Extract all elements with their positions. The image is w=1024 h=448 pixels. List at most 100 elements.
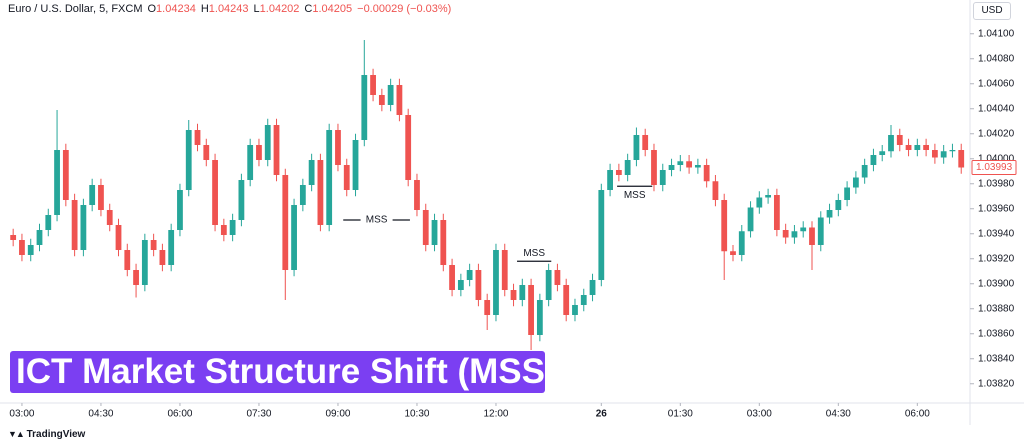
- candle-body: [247, 145, 253, 180]
- candle-body: [37, 230, 43, 245]
- candle-body: [28, 245, 34, 255]
- candle-body: [677, 161, 683, 165]
- y-tick-label: 1.04020: [978, 128, 1015, 139]
- candle-body: [212, 160, 218, 225]
- candle-body: [379, 95, 385, 105]
- open-key: O: [147, 3, 156, 15]
- candle-body: [72, 200, 78, 250]
- candle-body: [844, 188, 850, 201]
- candle-body: [546, 270, 552, 300]
- mss-label: MSS: [624, 190, 646, 201]
- candle-body: [704, 165, 710, 181]
- candle-body: [721, 200, 727, 251]
- candle-body: [897, 135, 903, 145]
- change: −0.00029 (−0.03%): [357, 3, 451, 15]
- candle-body: [449, 265, 455, 290]
- candle-body: [335, 130, 341, 165]
- candle-body: [511, 290, 517, 300]
- x-tick-label: 06:00: [167, 409, 192, 420]
- candle-body: [853, 178, 859, 188]
- candle-body: [344, 165, 350, 190]
- candle-body: [326, 130, 332, 225]
- candle-body: [739, 231, 745, 255]
- candle-body: [54, 150, 60, 215]
- candle-body: [660, 170, 666, 185]
- last-price-label: 1.03993: [976, 162, 1013, 173]
- candle-body: [274, 125, 280, 175]
- x-tick-label: 04:30: [826, 409, 851, 420]
- candle-body: [792, 231, 798, 237]
- candle-body: [563, 285, 569, 315]
- y-tick-label: 1.03880: [978, 303, 1015, 314]
- x-tick-label: 01:30: [668, 409, 693, 420]
- currency-button[interactable]: USD: [973, 2, 1011, 20]
- candle-body: [124, 250, 130, 270]
- candle-body: [783, 230, 789, 238]
- x-tick-label: 03:00: [9, 409, 34, 420]
- close-value: 1.04205: [312, 3, 352, 15]
- candle-body: [405, 115, 411, 180]
- candle-body: [98, 185, 104, 210]
- candle-body: [748, 208, 754, 232]
- symbol: Euro / U.S. Dollar, 5, FXCM: [8, 3, 142, 15]
- candle-body: [107, 210, 113, 225]
- candle-body: [291, 205, 297, 270]
- candle-body: [774, 195, 780, 230]
- candle-body: [879, 151, 885, 155]
- x-tick-label: 26: [596, 409, 608, 420]
- candle-body: [116, 225, 122, 250]
- candle-body: [827, 210, 833, 218]
- logo: ▼▲ TradingView: [8, 429, 85, 440]
- candle-body: [484, 300, 490, 315]
- y-tick-label: 1.03900: [978, 278, 1015, 289]
- candle-body: [177, 190, 183, 230]
- candle-body: [265, 125, 271, 160]
- candle-body: [800, 228, 806, 232]
- y-tick-label: 1.04060: [978, 78, 1015, 89]
- candle-body: [63, 150, 69, 200]
- candle-body: [89, 185, 95, 205]
- candle-body: [221, 225, 227, 235]
- high-key: H: [201, 3, 209, 15]
- y-tick-label: 1.03960: [978, 203, 1015, 214]
- y-tick-label: 1.04080: [978, 53, 1015, 64]
- y-tick-label: 1.03820: [978, 378, 1015, 389]
- x-tick-label: 12:00: [483, 409, 508, 420]
- candle-body: [906, 145, 912, 150]
- candle-body: [756, 198, 762, 208]
- candle-body: [239, 180, 245, 220]
- candle-body: [318, 160, 324, 225]
- candle-body: [888, 135, 894, 151]
- candle-body: [151, 240, 157, 250]
- candle-body: [528, 285, 534, 335]
- candle-body: [862, 165, 868, 178]
- candle-body: [871, 155, 877, 165]
- y-tick-label: 1.03920: [978, 253, 1015, 264]
- y-tick-label: 1.03980: [978, 178, 1015, 189]
- candle-body: [616, 170, 622, 175]
- candle-body: [765, 195, 771, 198]
- candle-body: [835, 200, 841, 210]
- candle-body: [476, 270, 482, 300]
- candle-body: [203, 145, 209, 160]
- candle-body: [642, 135, 648, 150]
- candle-body: [80, 205, 86, 250]
- candle-body: [590, 280, 596, 295]
- candle-body: [537, 300, 543, 335]
- candle-body: [353, 140, 359, 190]
- candle-body: [423, 210, 429, 245]
- candle-body: [502, 250, 508, 290]
- x-tick-label: 03:00: [747, 409, 772, 420]
- candle-body: [397, 85, 403, 115]
- candle-body: [651, 150, 657, 185]
- candle-body: [186, 130, 192, 190]
- page: 1.038201.038401.038601.038801.039001.039…: [0, 0, 1024, 448]
- y-tick-label: 1.04100: [978, 28, 1015, 39]
- open-value: 1.04234: [156, 3, 196, 15]
- y-tick-label: 1.03940: [978, 228, 1015, 239]
- candle-body: [941, 151, 947, 157]
- candle-body: [669, 165, 675, 170]
- candle-body: [958, 150, 964, 168]
- candle-body: [282, 175, 288, 270]
- candle-body: [598, 190, 604, 280]
